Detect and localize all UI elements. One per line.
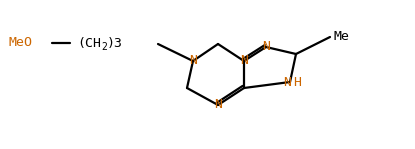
Text: N: N	[283, 76, 291, 89]
Text: H: H	[293, 76, 301, 89]
Text: (CH: (CH	[77, 37, 101, 49]
Text: 2: 2	[101, 42, 107, 52]
Text: MeO: MeO	[8, 37, 32, 49]
Text: N: N	[240, 55, 248, 67]
Text: N: N	[189, 55, 197, 67]
Text: )3: )3	[107, 37, 123, 49]
Text: N: N	[262, 41, 270, 53]
Text: N: N	[214, 98, 222, 111]
Text: Me: Me	[333, 31, 349, 44]
